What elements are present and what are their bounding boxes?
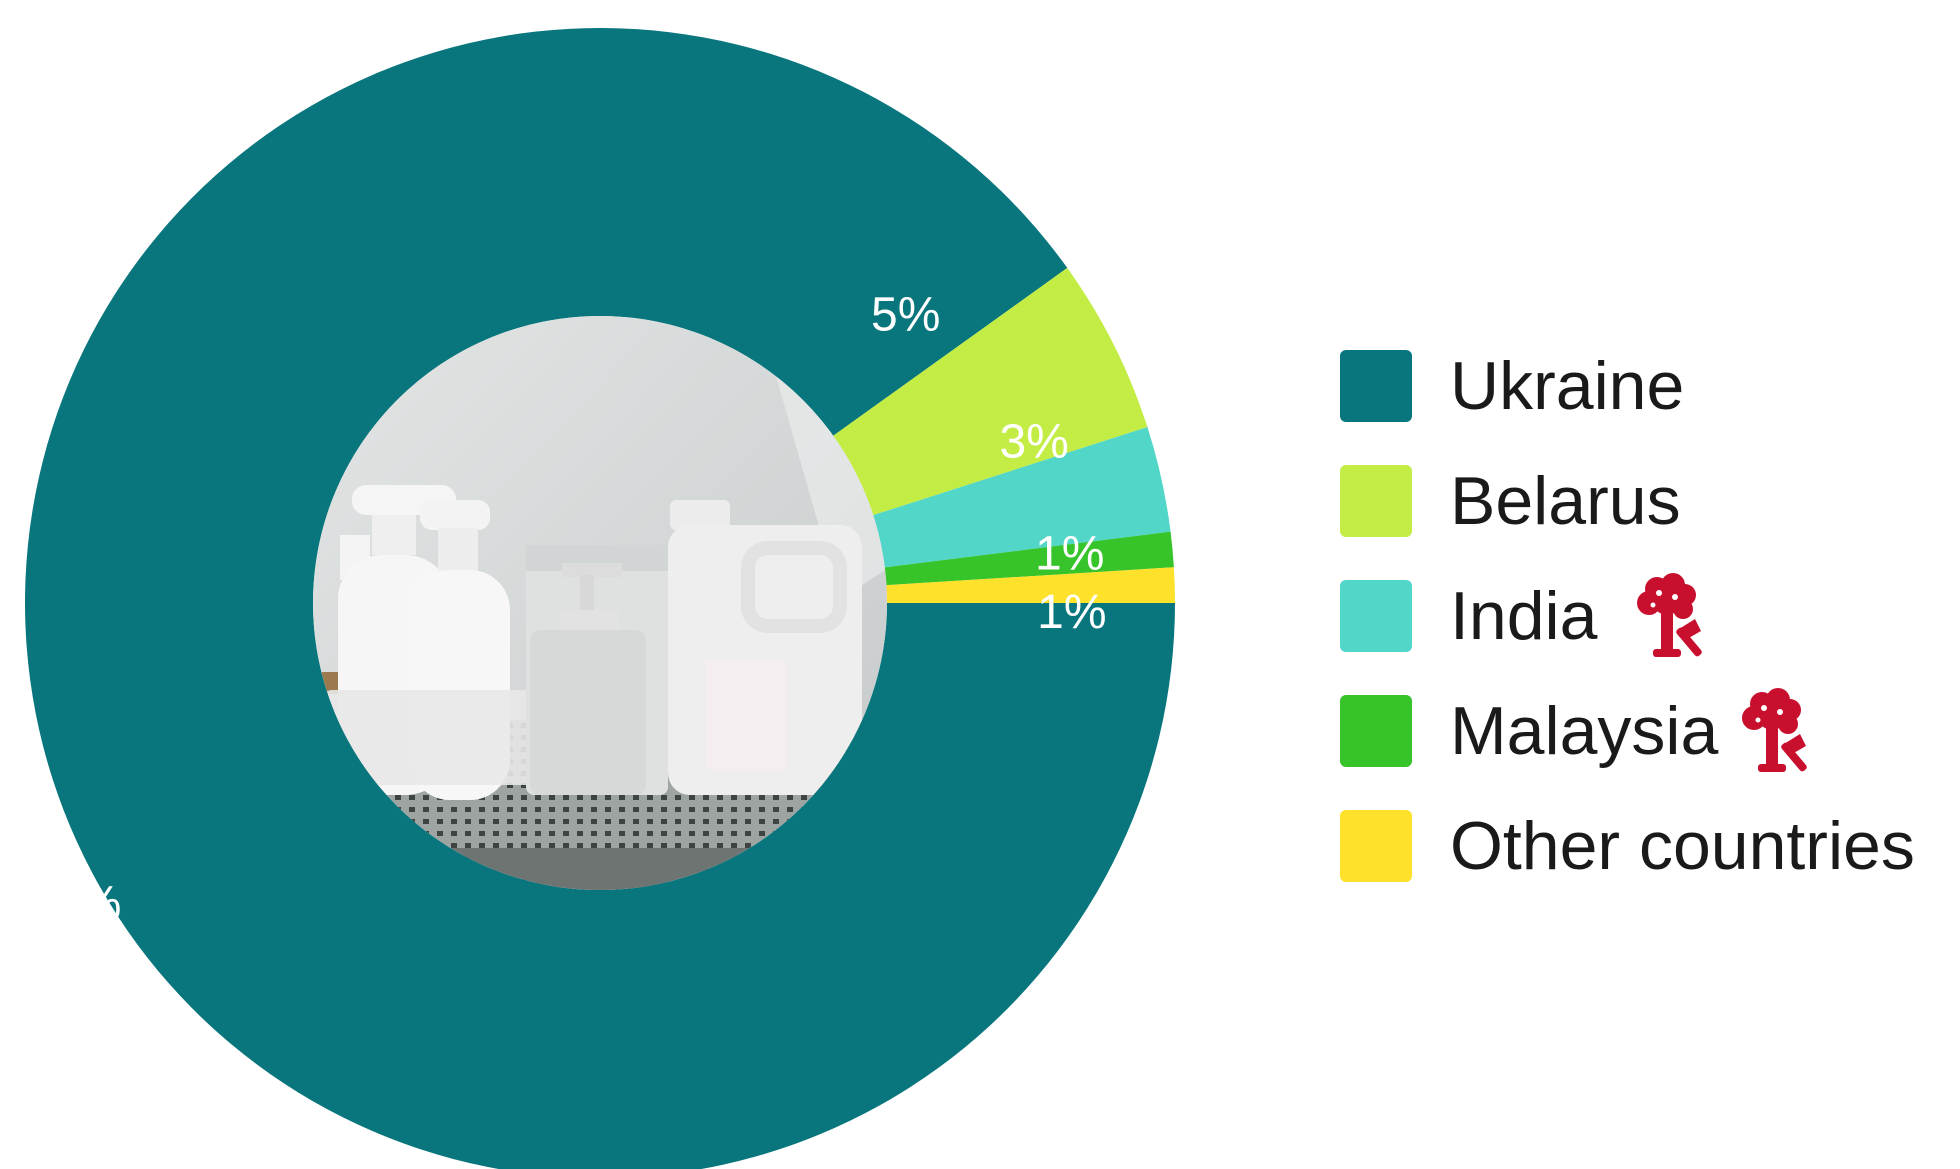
legend-swatch-malaysia [1340, 694, 1412, 767]
legend-item-malaysia: Malaysia [1340, 673, 1915, 788]
slice-label-india: 3% [999, 416, 1068, 469]
legend-label-belarus: Belarus [1450, 462, 1681, 539]
legend-label-ukraine: Ukraine [1450, 347, 1685, 424]
slice-ukraine [25, 28, 1175, 1169]
deforestation-icon [1637, 572, 1703, 657]
slice-belarus [833, 267, 1148, 516]
pie-slices [25, 28, 1175, 1169]
slice-other-countries [886, 567, 1175, 603]
legend-label-malaysia: Malaysia [1450, 692, 1719, 769]
legend-item-ukraine: Ukraine [1340, 328, 1915, 443]
slice-malaysia [884, 531, 1174, 586]
slice-label-ukraine: 91% [25, 878, 121, 931]
legend: Ukraine Belarus India Malaysia [1340, 328, 1915, 903]
slice-label-other-countries: 1% [1037, 586, 1106, 639]
legend-label-india: India [1450, 577, 1598, 654]
legend-swatch-ukraine [1340, 349, 1412, 422]
legend-swatch-belarus [1340, 464, 1412, 537]
legend-label-other-countries: Other countries [1450, 807, 1915, 884]
legend-swatch-other-countries [1340, 809, 1412, 882]
deforestation-icon [1742, 687, 1808, 772]
slice-india [873, 427, 1171, 568]
legend-item-india: India [1340, 558, 1915, 673]
legend-item-belarus: Belarus [1340, 443, 1915, 558]
slice-labels: 91% 5% 3% 1%1% [25, 289, 1106, 931]
slice-label-belarus: 5% [871, 289, 940, 342]
slice-label-malaysia: 1% [1035, 528, 1104, 581]
legend-item-other-countries: Other countries [1340, 788, 1915, 903]
legend-swatch-india [1340, 579, 1412, 652]
